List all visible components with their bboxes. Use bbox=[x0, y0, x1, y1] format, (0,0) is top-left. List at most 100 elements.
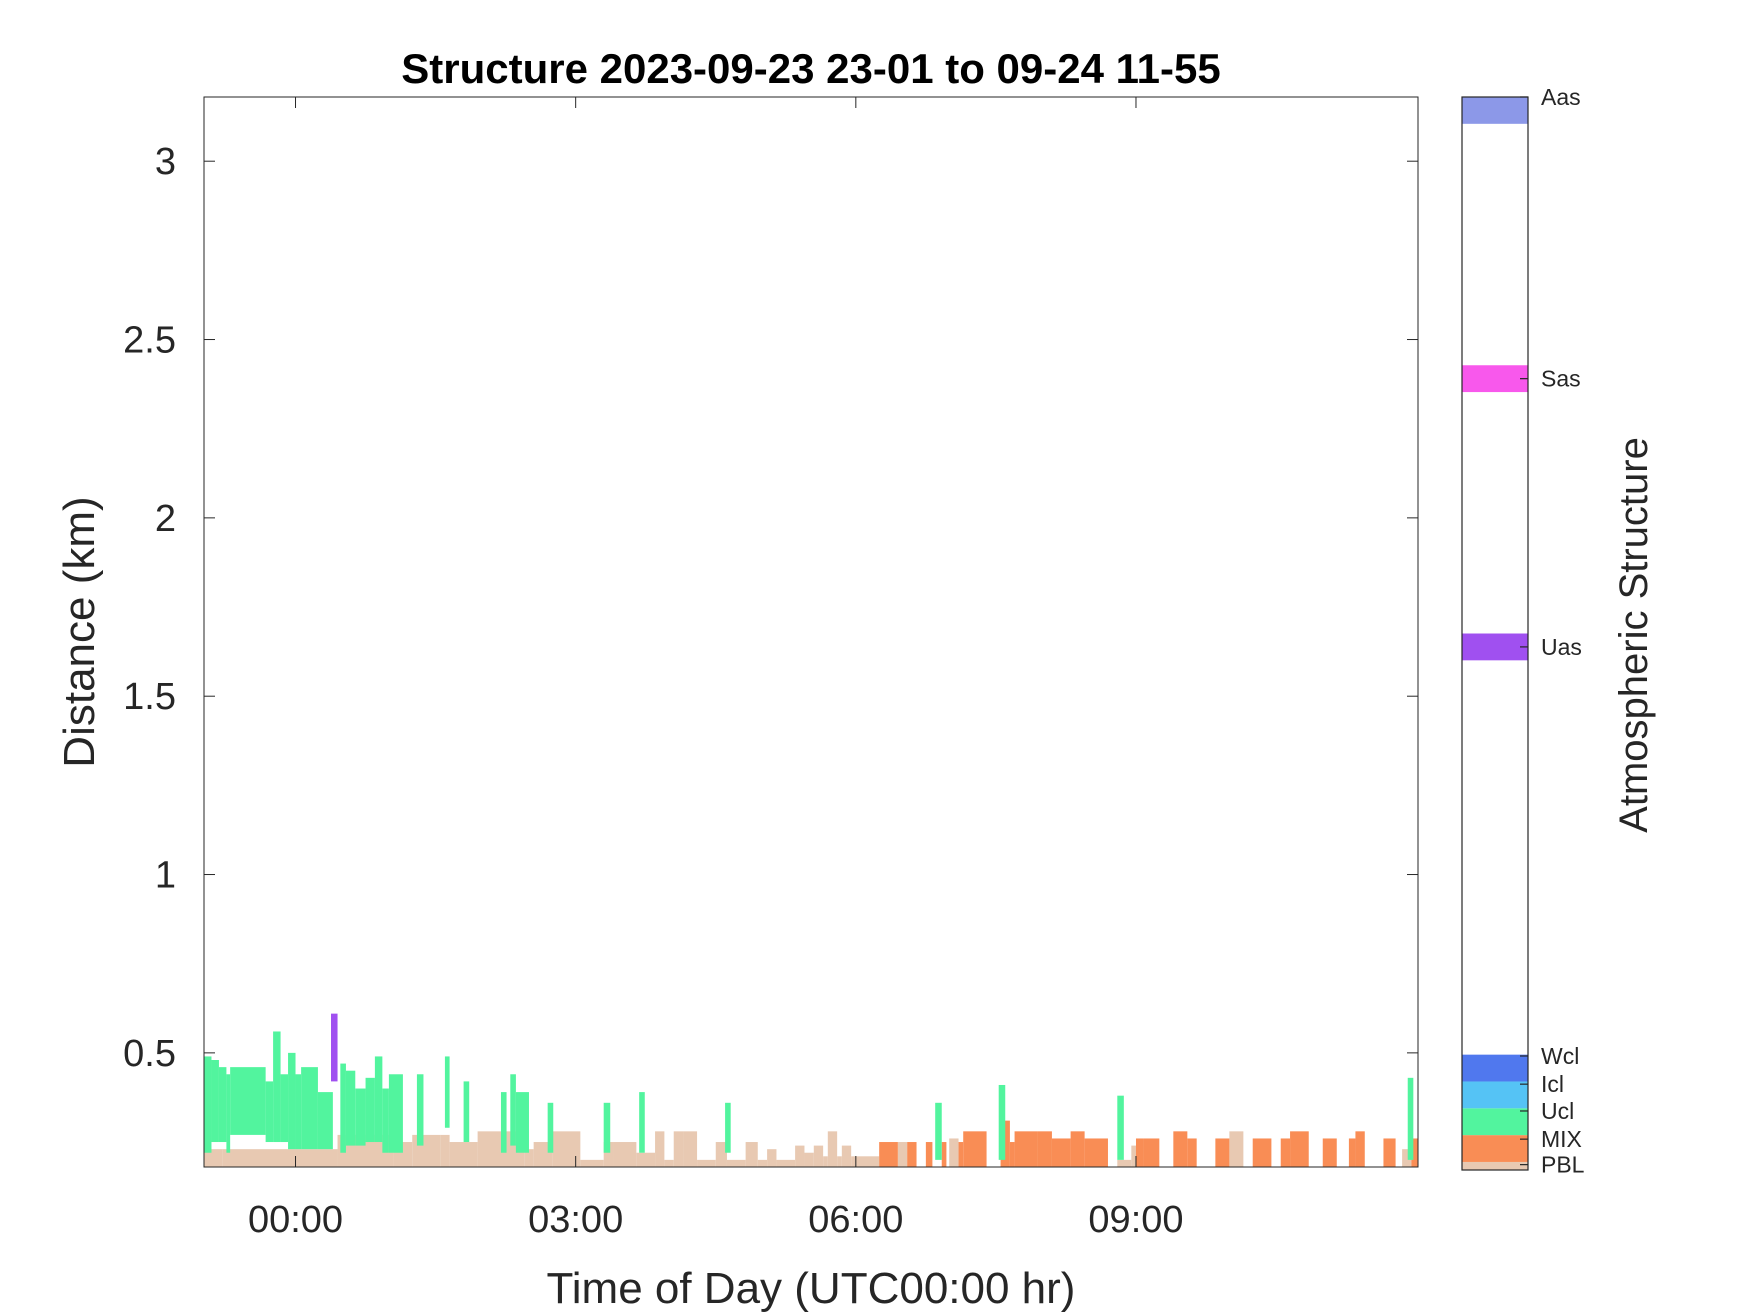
cell-mix bbox=[1037, 1131, 1052, 1167]
colorbar-swatch-pbl bbox=[1462, 1161, 1528, 1170]
cell-mix bbox=[925, 1142, 933, 1167]
colorbar-tick-label: Sas bbox=[1541, 366, 1581, 392]
cell-ucl bbox=[301, 1067, 318, 1150]
cell-ucl bbox=[935, 1102, 942, 1160]
cell-mix bbox=[879, 1142, 898, 1167]
cell-pbl bbox=[412, 1134, 441, 1167]
cell-ucl bbox=[273, 1031, 281, 1143]
plot-area: 00:00 03:00 06:00 09:00 0.5 1 1.5 2 2.5 3 bbox=[123, 96, 1419, 1241]
colorbar-swatch-sas bbox=[1462, 365, 1528, 393]
x-axis-ticks: 00:00 03:00 06:00 09:00 bbox=[248, 97, 1184, 1241]
y-tick-label: 2 bbox=[155, 498, 176, 540]
cell-mix bbox=[1014, 1131, 1038, 1167]
cell-ucl bbox=[510, 1074, 516, 1146]
cell-ucl bbox=[211, 1060, 219, 1143]
cell-pbl bbox=[949, 1138, 959, 1167]
cell-ucl bbox=[218, 1067, 227, 1143]
colorbar-tick-label: Uas bbox=[1541, 634, 1582, 660]
cell-mix bbox=[1355, 1131, 1365, 1167]
cell-mix bbox=[1252, 1138, 1272, 1167]
plot-background bbox=[204, 97, 1418, 1167]
colorbar-frame bbox=[1461, 96, 1529, 1171]
cell-pbl bbox=[440, 1134, 450, 1167]
series-pbl bbox=[204, 1131, 1412, 1167]
cell-mix bbox=[1348, 1138, 1356, 1167]
cell-mix bbox=[1070, 1131, 1085, 1167]
cell-ucl bbox=[230, 1067, 266, 1135]
cell-ucl bbox=[365, 1077, 375, 1143]
cell-pbl bbox=[745, 1142, 758, 1167]
cell-pbl bbox=[636, 1152, 656, 1167]
cell-mix bbox=[1135, 1138, 1144, 1167]
cell-ucl bbox=[382, 1088, 389, 1153]
colorbar-swatch-aas bbox=[1462, 97, 1528, 124]
y-tick-label: 2.5 bbox=[123, 320, 176, 362]
cell-ucl bbox=[603, 1102, 611, 1153]
colorbar-label: Atmospheric Structure bbox=[1612, 437, 1656, 833]
chart-title: Structure 2023-09-23 23-01 to 09-24 11-5… bbox=[401, 45, 1220, 92]
cell-ucl bbox=[444, 1056, 450, 1128]
y-tick-label: 1 bbox=[155, 855, 176, 897]
cell-ucl bbox=[226, 1074, 231, 1153]
cell-pbl bbox=[603, 1142, 614, 1167]
cell-ucl bbox=[295, 1074, 302, 1150]
cell-pbl bbox=[813, 1145, 824, 1167]
cell-pbl bbox=[204, 1149, 223, 1167]
cell-mix bbox=[1411, 1138, 1418, 1167]
cell-mix bbox=[1290, 1131, 1309, 1167]
cell-mix bbox=[1383, 1138, 1396, 1167]
cell-ucl bbox=[317, 1092, 333, 1150]
colorbar-tick-label: Wcl bbox=[1541, 1043, 1579, 1069]
x-tick-label: 03:00 bbox=[528, 1199, 623, 1241]
cell-mix bbox=[1009, 1142, 1015, 1167]
cell-pbl bbox=[804, 1152, 814, 1167]
cell-mix bbox=[1187, 1138, 1197, 1167]
series-ucl bbox=[204, 1031, 1414, 1160]
colorbar-tick-label: Aas bbox=[1541, 84, 1581, 110]
cell-ucl bbox=[204, 1056, 212, 1153]
cell-ucl bbox=[416, 1074, 424, 1146]
cell-mix bbox=[1322, 1138, 1337, 1167]
cell-mix bbox=[941, 1142, 947, 1167]
cell-pbl bbox=[1402, 1149, 1412, 1167]
cell-pbl bbox=[851, 1156, 880, 1167]
cell-pbl bbox=[897, 1142, 908, 1167]
cell-pbl bbox=[1229, 1131, 1244, 1167]
colorbar-swatch-ucl bbox=[1462, 1108, 1528, 1136]
x-axis-label: Time of Day (UTC00:00 hr) bbox=[547, 1264, 1076, 1313]
x-tick-label: 06:00 bbox=[808, 1199, 903, 1241]
cell-ucl bbox=[1117, 1095, 1124, 1160]
x-tick-label: 09:00 bbox=[1088, 1199, 1183, 1241]
colorbar-swatch-mix bbox=[1462, 1135, 1528, 1162]
cell-ucl bbox=[547, 1102, 554, 1153]
cell-pbl bbox=[823, 1156, 828, 1167]
cell-ucl bbox=[374, 1056, 383, 1143]
cell-mix bbox=[1173, 1131, 1188, 1167]
cell-ucl bbox=[288, 1052, 296, 1150]
y-axis-ticks: 0.5 1 1.5 2 2.5 3 bbox=[123, 141, 1418, 1075]
cell-mix bbox=[1084, 1138, 1108, 1167]
colorbar-swatches bbox=[1462, 97, 1528, 1170]
cell-ucl bbox=[345, 1070, 356, 1146]
cell-pbl bbox=[673, 1131, 684, 1167]
series-mix bbox=[879, 1120, 1418, 1167]
cell-ucl bbox=[998, 1084, 1006, 1160]
y-tick-label: 3 bbox=[155, 141, 176, 183]
cell-ucl bbox=[340, 1063, 346, 1153]
cell-pbl bbox=[580, 1159, 604, 1167]
cell-ucl bbox=[280, 1074, 289, 1143]
cell-pbl bbox=[757, 1159, 768, 1167]
cell-mix bbox=[1051, 1138, 1071, 1167]
y-axis-label: Distance (km) bbox=[55, 496, 104, 767]
cell-ucl bbox=[1407, 1077, 1414, 1160]
cell-ucl bbox=[725, 1102, 731, 1153]
cell-mix bbox=[963, 1131, 987, 1167]
cell-pbl bbox=[613, 1142, 637, 1167]
cell-pbl bbox=[715, 1142, 727, 1167]
cell-pbl bbox=[524, 1149, 534, 1167]
cell-ucl bbox=[639, 1092, 645, 1153]
y-tick-label: 1.5 bbox=[123, 676, 176, 718]
cell-ucl bbox=[355, 1088, 366, 1146]
